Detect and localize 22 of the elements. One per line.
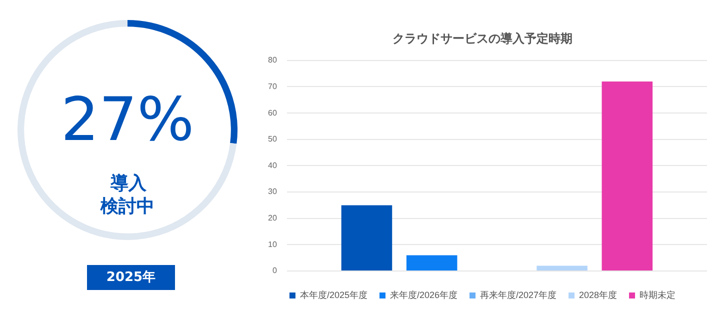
y-tick-label: 50: [268, 134, 278, 144]
y-tick-label: 0: [272, 266, 278, 276]
legend-label: 時期未定: [640, 290, 676, 300]
legend-label: 2028年度: [579, 290, 618, 300]
y-tick-label: 30: [268, 187, 278, 196]
bar: [406, 255, 458, 270]
y-tick-label: 70: [268, 82, 278, 91]
legend-label: 再来年度/2027年度: [480, 290, 557, 300]
y-tick-label: 40: [268, 160, 278, 170]
chart-title: クラウドサービスの導入予定時期: [392, 32, 572, 46]
y-tick-label: 60: [268, 108, 278, 118]
text: 導入検討中: [100, 172, 155, 218]
bar: [602, 81, 653, 270]
bar: [341, 205, 392, 270]
legend-label: 来年度/2026年度: [390, 290, 458, 300]
y-tick-label: 10: [268, 240, 278, 249]
legend-label: 本年度/2025年度: [300, 290, 368, 300]
text: 2025年: [87, 265, 175, 290]
data-label: 27%: [60, 85, 196, 155]
bar: [536, 266, 588, 270]
y-tick-label: 20: [268, 214, 278, 223]
y-tick-label: 80: [268, 56, 278, 65]
